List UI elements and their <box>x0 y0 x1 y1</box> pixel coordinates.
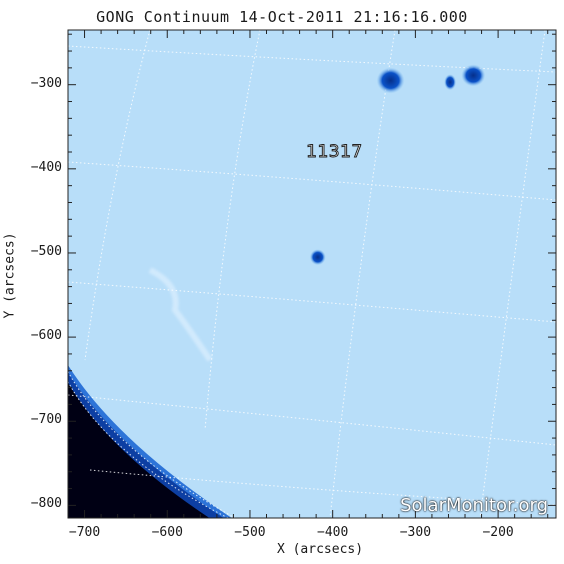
x-tick-label: −200 <box>482 525 514 540</box>
active-region-label: 11317 <box>306 141 363 162</box>
sunspot <box>461 64 486 87</box>
y-tick-label: −500 <box>30 243 62 259</box>
sunspot <box>444 74 457 91</box>
chart-title: GONG Continuum 14-Oct-2011 21:16:16.000 <box>96 8 468 26</box>
outer-space <box>68 382 210 518</box>
x-tick-label: −600 <box>151 525 183 540</box>
grid-line <box>68 281 556 323</box>
x-axis-label: X (arcsecs) <box>276 542 364 557</box>
grid-line <box>68 161 556 201</box>
y-tick-label: −300 <box>30 75 62 91</box>
axis-ticks <box>68 30 556 518</box>
sunspot <box>376 67 405 94</box>
plage-region <box>148 267 213 362</box>
watermark-logo: SolarMonitor.org <box>400 495 548 516</box>
y-tick-label: −600 <box>30 328 62 344</box>
disk-shading <box>68 30 556 518</box>
x-tick-label: −300 <box>399 525 432 540</box>
x-tick-label: −500 <box>234 525 266 540</box>
y-tick-label: −800 <box>30 496 62 512</box>
x-tick-label: −700 <box>68 525 101 540</box>
grid-line-limb <box>68 380 229 518</box>
x-tick-label: −400 <box>317 525 349 540</box>
y-tick-label: −700 <box>30 412 62 428</box>
grid-line <box>68 394 556 446</box>
y-tick-label: −400 <box>30 159 62 175</box>
grid-line-limb <box>68 370 236 518</box>
y-axis-label: Y (arcsecs) <box>2 232 18 319</box>
heliographic-grid <box>68 30 556 518</box>
plot-frame <box>67 29 557 519</box>
sunspot <box>309 249 326 266</box>
sunspot-group <box>309 64 486 266</box>
grid-line <box>68 45 556 73</box>
